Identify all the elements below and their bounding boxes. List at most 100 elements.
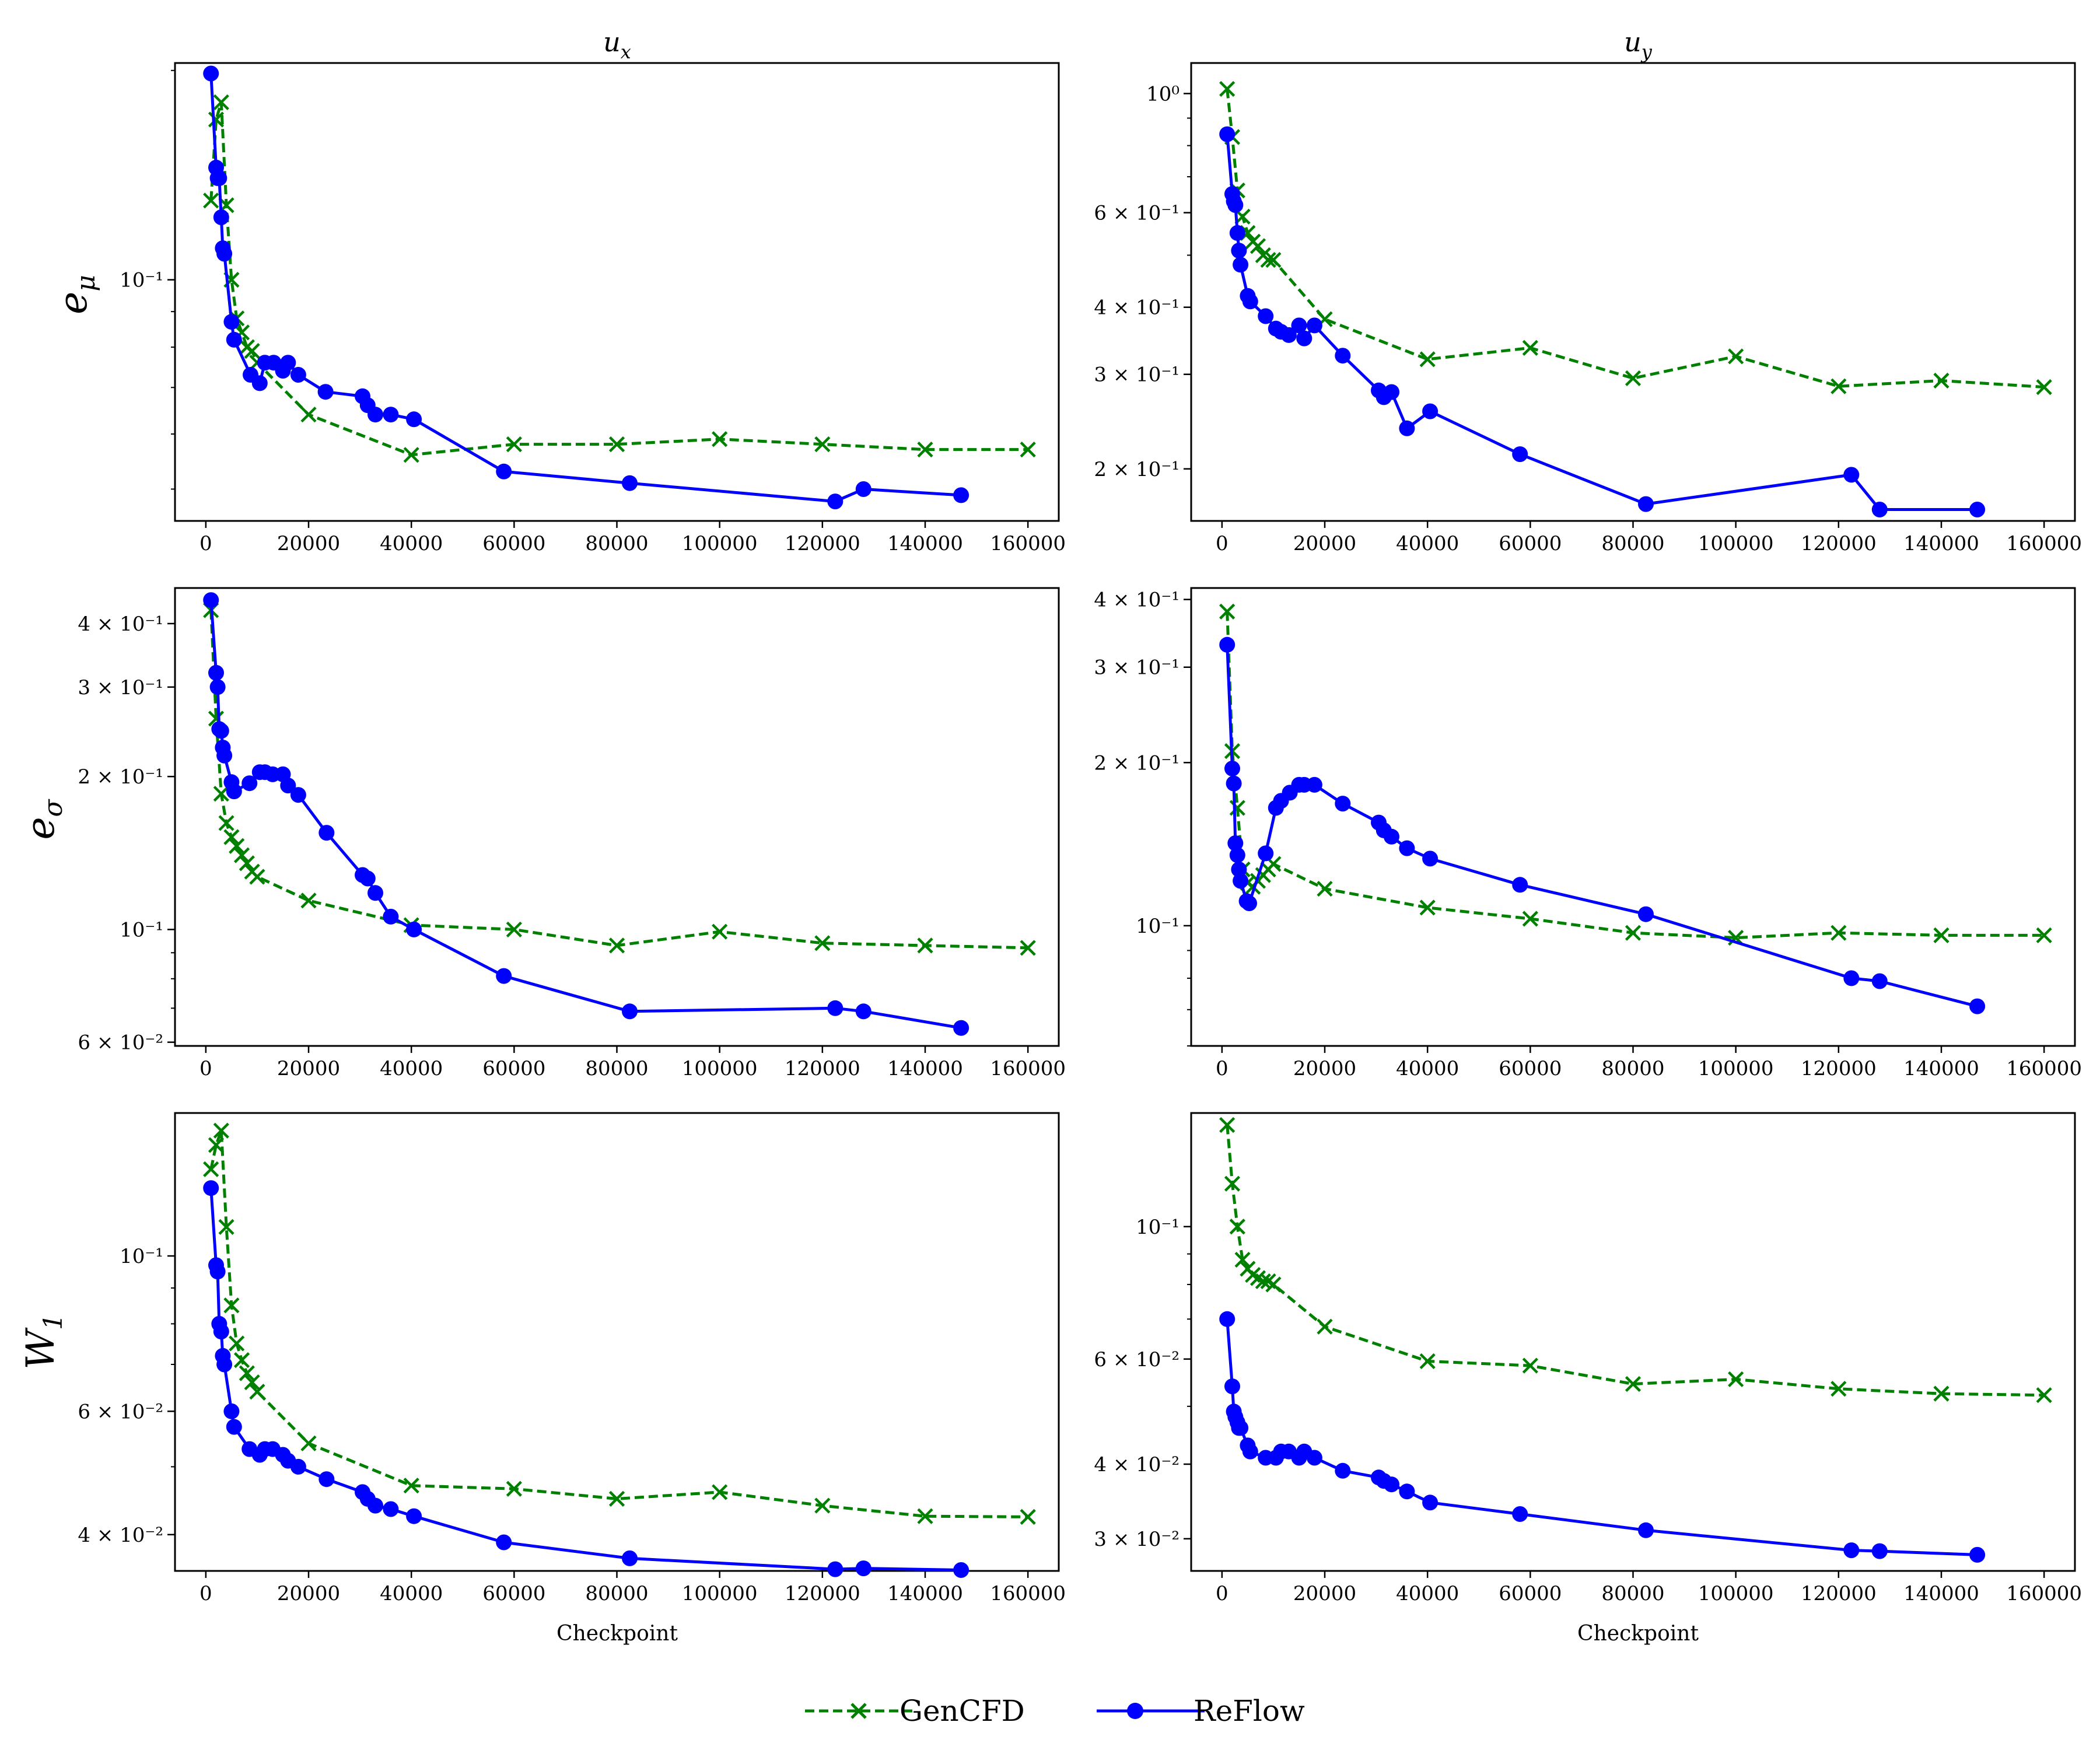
data-point-reflow <box>1384 828 1399 845</box>
y-tick-label: 3 × 10⁻² <box>1094 1528 1180 1551</box>
data-point-reflow <box>383 1501 399 1517</box>
data-point-gencfd <box>223 829 240 845</box>
data-point-reflow <box>1512 1506 1528 1522</box>
data-point-reflow <box>226 1419 242 1435</box>
x-tick-label: 140000 <box>1903 1057 1979 1080</box>
data-point-gencfd <box>233 847 250 863</box>
data-point-reflow <box>1233 257 1249 273</box>
data-point-reflow <box>855 481 872 497</box>
legend-item-reflow: ReFlow <box>1097 1694 1305 1728</box>
x-tick-label: 60000 <box>1499 1057 1562 1080</box>
column-title-ux: ux <box>603 26 631 63</box>
row-label-e-mu: eμ <box>51 275 101 314</box>
x-tick-label: 40000 <box>380 532 443 555</box>
data-point-reflow <box>1638 496 1654 512</box>
y-tick-label: 6 × 10⁻² <box>78 1400 163 1423</box>
data-point-reflow <box>1227 197 1244 213</box>
data-point-reflow <box>827 494 844 510</box>
data-point-gencfd <box>712 923 728 940</box>
data-point-gencfd <box>1522 1357 1538 1374</box>
data-point-reflow <box>1399 420 1415 436</box>
data-point-gencfd <box>506 436 522 453</box>
data-point-gencfd <box>1831 378 1847 394</box>
x-tick-label: 40000 <box>1396 1582 1459 1605</box>
x-tick-label: 160000 <box>990 1057 1066 1080</box>
legend-circle-marker-icon <box>1127 1703 1143 1719</box>
x-tick-label: 160000 <box>2006 532 2082 555</box>
data-point-gencfd <box>208 111 225 128</box>
data-point-reflow <box>1229 225 1245 241</box>
data-point-gencfd <box>1522 340 1538 356</box>
x-tick-label: 20000 <box>277 1057 340 1080</box>
data-point-gencfd <box>712 431 728 447</box>
x-tick-label: 140000 <box>887 1057 963 1080</box>
x-tick-label: 140000 <box>887 1582 963 1605</box>
panel-w1-ux: 0 20000 40000 60000 80000 100000 120000 140000 1… <box>78 1112 1066 1605</box>
data-point-gencfd <box>917 442 933 458</box>
data-point-gencfd <box>814 436 831 453</box>
data-point-gencfd <box>1229 1219 1245 1235</box>
data-point-gencfd <box>1020 1508 1036 1525</box>
data-point-gencfd <box>712 1484 728 1500</box>
data-point-reflow <box>1306 1450 1322 1466</box>
data-point-gencfd <box>1933 372 1950 389</box>
x-tick-label: 60000 <box>1499 1582 1562 1605</box>
data-point-reflow <box>496 968 512 984</box>
data-point-reflow <box>1638 906 1654 922</box>
x-tick-label: 140000 <box>887 532 963 555</box>
data-point-reflow <box>318 825 335 841</box>
data-point-gencfd <box>1625 1376 1642 1392</box>
y-tick-label: 3 × 10⁻¹ <box>78 676 163 699</box>
legend: GenCFD ReFlow <box>805 1694 1305 1728</box>
data-point-gencfd <box>229 838 245 854</box>
y-tick-label: 10⁻¹ <box>120 918 163 942</box>
data-point-gencfd <box>208 1137 225 1153</box>
y-tick-label: 10⁻¹ <box>1136 915 1180 938</box>
data-point-reflow <box>1258 308 1274 324</box>
data-point-gencfd <box>1933 927 1950 943</box>
data-point-gencfd <box>1625 370 1642 387</box>
x-tick-label: 100000 <box>1698 1582 1774 1605</box>
data-point-reflow <box>359 870 376 887</box>
data-point-reflow <box>383 407 399 423</box>
data-point-gencfd <box>1255 1273 1271 1290</box>
series-line-gencfd <box>209 1129 1028 1518</box>
data-point-reflow <box>1258 845 1274 862</box>
x-tick-label: 80000 <box>1601 1582 1664 1605</box>
data-point-reflow <box>1871 973 1888 989</box>
x-tick-label: 160000 <box>990 1582 1066 1605</box>
data-point-reflow <box>1512 446 1528 463</box>
data-point-reflow <box>1422 1494 1438 1511</box>
data-point-gencfd <box>1260 251 1276 268</box>
data-point-reflow <box>1969 1546 1986 1563</box>
data-point-gencfd <box>213 1122 229 1139</box>
column-title-uy: uy <box>1624 26 1653 63</box>
y-tick-label: 3 × 10⁻¹ <box>1094 363 1180 387</box>
x-tick-label: 120000 <box>1801 1582 1877 1605</box>
x-tick-label: 80000 <box>1601 532 1664 555</box>
x-tick-label: 100000 <box>682 532 758 555</box>
data-point-gencfd <box>1020 442 1036 458</box>
x-axis-label-left: Checkpoint <box>556 1622 678 1646</box>
data-point-gencfd <box>1419 1353 1436 1370</box>
data-point-gencfd <box>1317 1318 1333 1335</box>
data-point-reflow <box>1399 1483 1415 1500</box>
data-point-reflow <box>622 1003 638 1020</box>
x-tick-label: 100000 <box>682 1582 758 1605</box>
data-point-reflow <box>1219 1311 1236 1327</box>
data-point-reflow <box>855 1003 872 1020</box>
data-point-reflow <box>280 355 296 371</box>
legend-item-gencfd: GenCFD <box>805 1694 1025 1728</box>
data-point-gencfd <box>1831 1381 1847 1397</box>
data-point-gencfd <box>244 343 260 359</box>
data-point-reflow <box>1638 1522 1654 1538</box>
series-line-gencfd <box>209 100 1028 457</box>
data-point-gencfd <box>1020 940 1036 956</box>
data-point-gencfd <box>249 1384 265 1400</box>
data-point-reflow <box>211 170 228 186</box>
data-point-reflow <box>1219 126 1236 142</box>
data-point-reflow <box>1843 1542 1860 1559</box>
data-point-reflow <box>1422 850 1438 867</box>
x-axis-label-right: Checkpoint <box>1577 1622 1699 1646</box>
